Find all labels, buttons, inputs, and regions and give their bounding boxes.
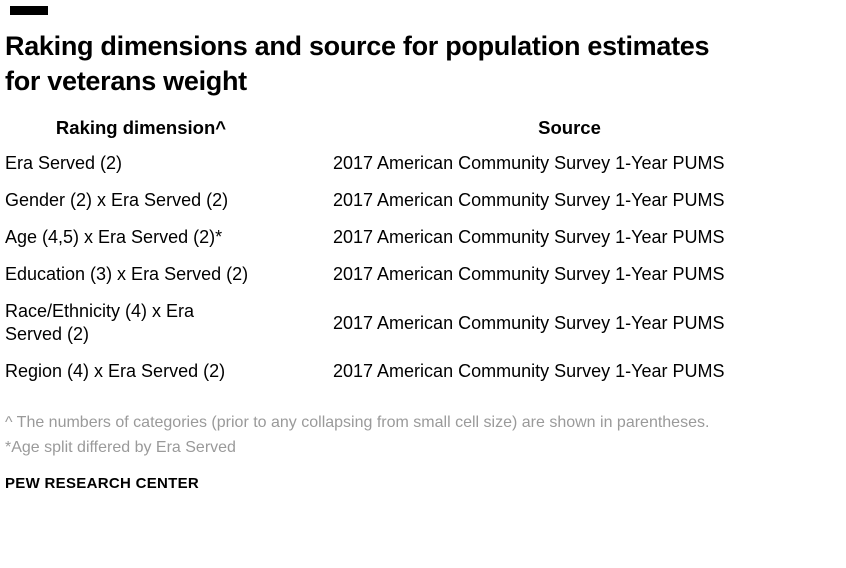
table-header-row: Raking dimension^ Source: [5, 117, 836, 139]
dimension-cell: Age (4,5) x Era Served (2)*: [5, 227, 223, 248]
pew-research-center-branding: PEW RESEARCH CENTER: [5, 474, 200, 492]
source-cell: 2017 American Community Survey 1-Year PU…: [333, 227, 725, 248]
table-row: Race/Ethnicity (4) x Era Served (2) 2017…: [5, 293, 836, 353]
table-row: Era Served (2) 2017 American Community S…: [5, 145, 836, 182]
column-header-source: Source: [538, 117, 601, 139]
source-cell: 2017 American Community Survey 1-Year PU…: [333, 190, 725, 211]
column-header-raking-dimension: Raking dimension^: [55, 117, 227, 139]
table-row: Age (4,5) x Era Served (2)* 2017 America…: [5, 219, 836, 256]
footnotes-block: ^ The numbers of categories (prior to an…: [5, 412, 750, 459]
table-row: Region (4) x Era Served (2) 2017 America…: [5, 353, 836, 390]
raking-table: Raking dimension^ Source Era Served (2) …: [5, 117, 836, 390]
source-cell: 2017 American Community Survey 1-Year PU…: [333, 361, 725, 382]
dimension-cell: Race/Ethnicity (4) x Era Served (2): [5, 301, 195, 345]
source-cell: 2017 American Community Survey 1-Year PU…: [333, 312, 725, 333]
table-row: Gender (2) x Era Served (2) 2017 America…: [5, 182, 836, 219]
source-cell: 2017 American Community Survey 1-Year PU…: [333, 153, 725, 174]
dimension-cell: Education (3) x Era Served (2): [5, 264, 249, 285]
dimension-cell: Region (4) x Era Served (2): [5, 361, 226, 382]
table-row: Education (3) x Era Served (2) 2017 Amer…: [5, 256, 836, 293]
footnote-categories: ^ The numbers of categories (prior to an…: [5, 414, 710, 432]
footnote-age-split: *Age split differed by Era Served: [5, 438, 236, 456]
source-cell: 2017 American Community Survey 1-Year PU…: [333, 264, 725, 285]
top-accent-bar: [10, 6, 48, 15]
chart-title: Raking dimensions and source for populat…: [5, 31, 710, 97]
dimension-cell: Era Served (2): [5, 153, 123, 174]
dimension-cell: Gender (2) x Era Served (2): [5, 190, 229, 211]
